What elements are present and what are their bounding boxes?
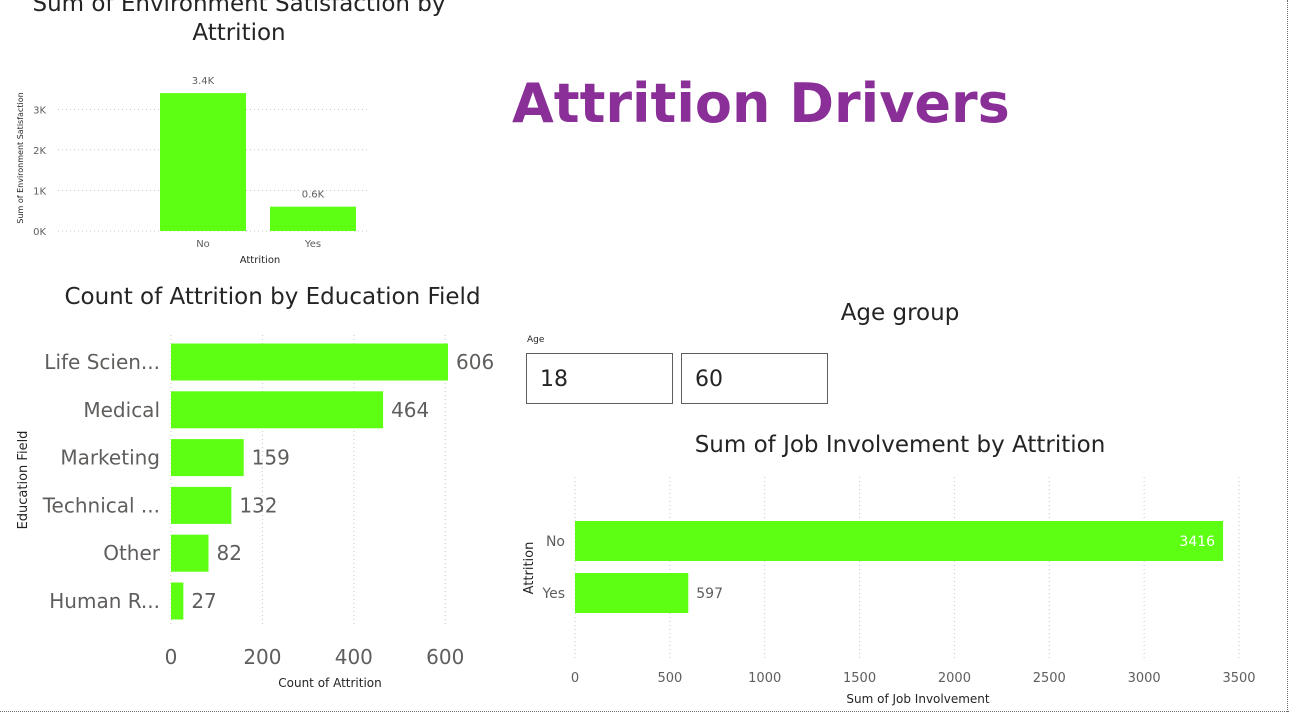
job-x-tick-label: 500	[657, 671, 682, 686]
job-data-label: 597	[696, 586, 723, 602]
job-x-tick-label: 2500	[1033, 671, 1066, 686]
edu-bar	[171, 391, 384, 429]
edu-category-label: Medical	[83, 398, 160, 422]
edu-x-tick-label: 0	[165, 645, 178, 669]
env-y-tick-label: 2K	[33, 146, 46, 157]
edu-y-axis-title: Education Field	[16, 431, 31, 530]
edu-data-label: 132	[239, 493, 277, 517]
edu-data-label: 606	[456, 350, 494, 374]
job-x-tick-label: 3500	[1222, 671, 1255, 686]
env-bar	[160, 93, 246, 231]
edu-chart-title: Count of Attrition by Education Field	[64, 284, 481, 310]
edu-category-label: Technical ...	[42, 493, 160, 517]
edu-data-label: 82	[216, 541, 241, 565]
job-x-tick-label: 2000	[938, 671, 971, 686]
env-y-tick-label: 3K	[33, 105, 46, 116]
job-x-tick-label: 1500	[843, 671, 876, 686]
edu-category-label: Life Scien...	[44, 350, 160, 374]
env-data-label: 0.6K	[302, 190, 325, 201]
canvas-border-bottom	[0, 711, 1289, 712]
edu-x-tick-label: 600	[426, 645, 464, 669]
job-category-label: Yes	[541, 586, 565, 602]
edu-data-label: 464	[391, 398, 429, 422]
job-data-label: 3416	[1179, 534, 1215, 550]
env-chart-title-text: Sum of Environment Satisfaction by Attri…	[32, 0, 446, 46]
edu-chart[interactable]: 0 200 400 600 606 Life Scien... 464 Medical 159 M…	[0, 325, 505, 695]
env-chart-title: Sum of Environment Satisfaction by Attri…	[0, 0, 478, 48]
env-y-axis-title: Sum of Environment Satisfaction	[16, 92, 25, 223]
edu-x-tick-label: 400	[335, 645, 373, 669]
env-x-tick-label: Yes	[304, 239, 321, 250]
job-x-tick-label: 0	[571, 671, 579, 686]
job-bar	[575, 521, 1224, 561]
edu-x-tick-label: 200	[243, 645, 281, 669]
edu-bar	[171, 582, 184, 620]
edu-bar	[171, 534, 209, 572]
job-x-tick-label: 3000	[1128, 671, 1161, 686]
job-x-axis-title: Sum of Job Involvement	[846, 692, 990, 706]
env-data-label: 3.4K	[192, 76, 215, 87]
canvas-border-right	[1287, 0, 1288, 712]
edu-bar	[171, 439, 244, 477]
page-title: Attrition Drivers	[512, 72, 1010, 135]
edu-category-label: Other	[103, 541, 161, 565]
env-x-tick-label: No	[196, 239, 210, 250]
job-chart[interactable]: 0 500 1000 1500 2000 2500 3000 3500 3416 No 597 Yes…	[505, 465, 1275, 710]
edu-data-label: 27	[191, 589, 216, 613]
job-chart-title: Sum of Job Involvement by Attrition	[694, 432, 1106, 458]
env-bar	[270, 206, 356, 231]
age-min-input[interactable]: 18	[526, 353, 673, 404]
edu-category-label: Human R...	[49, 589, 160, 613]
edu-x-axis-title: Count of Attrition	[278, 676, 382, 690]
env-x-axis-title: Attrition	[240, 255, 281, 266]
edu-category-label: Marketing	[60, 446, 160, 470]
job-x-tick-label: 1000	[748, 671, 781, 686]
edu-data-label: 159	[252, 446, 290, 470]
env-y-tick-label: 0K	[33, 227, 46, 238]
age-slicer-label: Age	[527, 335, 545, 345]
job-category-label: No	[546, 534, 565, 550]
edu-bar	[171, 486, 232, 524]
edu-bar	[171, 343, 448, 381]
job-y-axis-title: Attrition	[522, 542, 537, 595]
age-max-input[interactable]: 60	[681, 353, 828, 404]
env-y-tick-label: 1K	[33, 186, 46, 197]
job-bar	[575, 573, 689, 613]
env-chart[interactable]: 0K 1K 2K 3K 3.4K No 0.6K Yes Attrition Sum of Env…	[0, 55, 390, 270]
age-slicer-title: Age group	[840, 300, 960, 326]
